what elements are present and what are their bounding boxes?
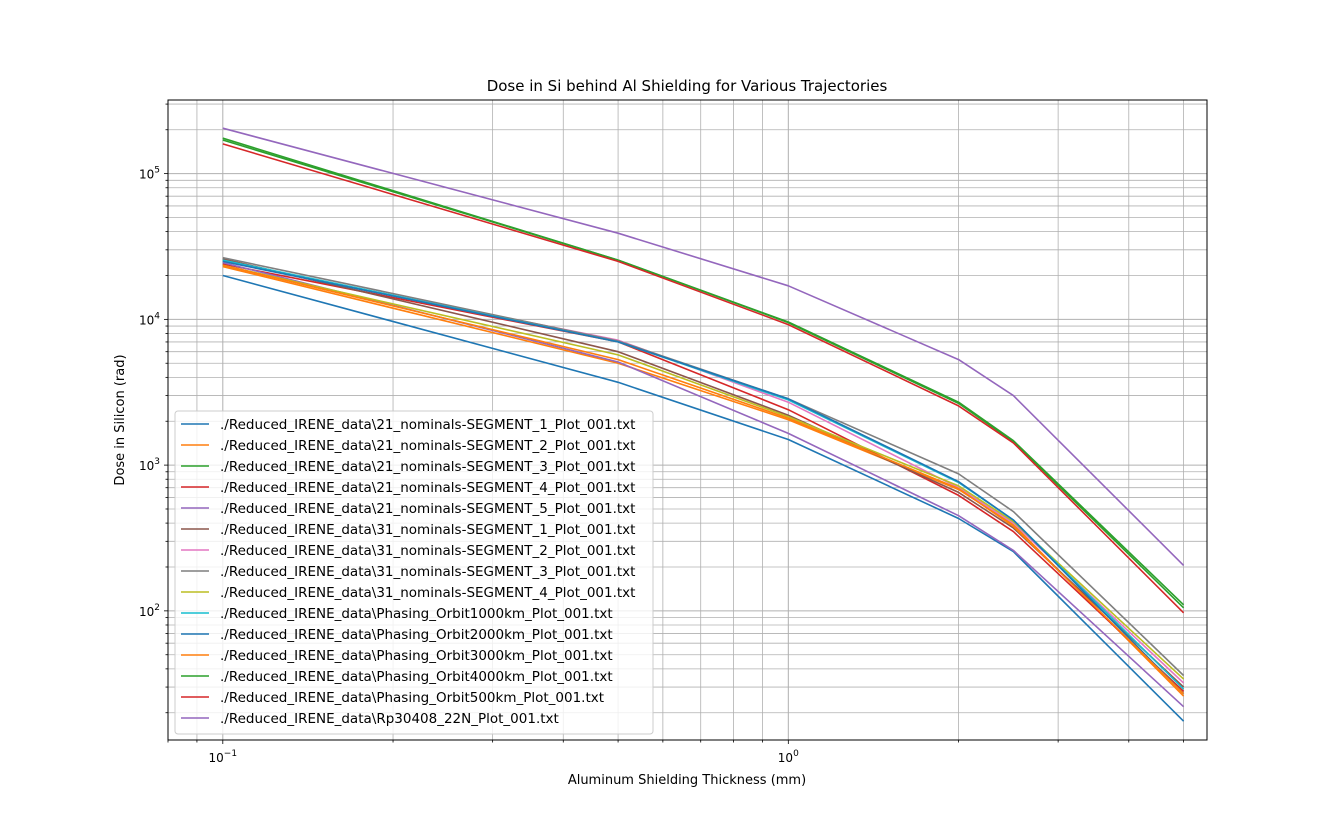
x-tick-label: 10−1 <box>209 749 238 765</box>
y-tick-label: 104 <box>139 311 160 327</box>
legend-label: ./Reduced_IRENE_data\31_nominals-SEGMENT… <box>220 585 635 601</box>
series-line-5 <box>222 261 1185 708</box>
ticks: 10−1 100 102 103 104 105 <box>139 103 1184 765</box>
series-line-13 <box>222 139 1185 609</box>
legend-label: ./Reduced_IRENE_data\31_nominals-SEGMENT… <box>220 522 635 538</box>
series-line-12 <box>222 264 1185 695</box>
legend-label: ./Reduced_IRENE_data\31_nominals-SEGMENT… <box>220 543 635 559</box>
series-line-15 <box>222 127 1185 566</box>
grid <box>167 100 1207 740</box>
legend-label: ./Reduced_IRENE_data\21_nominals-SEGMENT… <box>220 417 635 433</box>
legend-label: ./Reduced_IRENE_data\Phasing_Orbit1000km… <box>220 606 613 622</box>
legend-box <box>174 410 654 735</box>
legend-label: ./Reduced_IRENE_data\Phasing_Orbit4000km… <box>220 669 613 685</box>
legend-label: ./Reduced_IRENE_data\31_nominals-SEGMENT… <box>220 564 635 580</box>
legend-label: ./Reduced_IRENE_data\21_nominals-SEGMENT… <box>220 459 635 475</box>
series-line-8 <box>222 256 1185 677</box>
y-tick-label: 105 <box>139 166 160 182</box>
legend-label: ./Reduced_IRENE_data\21_nominals-SEGMENT… <box>220 438 635 454</box>
legend: ./Reduced_IRENE_data\21_nominals-SEGMENT… <box>174 410 654 735</box>
legend-label: ./Reduced_IRENE_data\21_nominals-SEGMENT… <box>220 501 635 517</box>
legend-label: ./Reduced_IRENE_data\Phasing_Orbit500km_… <box>220 690 604 706</box>
legend-label: ./Reduced_IRENE_data\Rp30408_22N_Plot_00… <box>220 711 559 727</box>
x-tick-label: 100 <box>778 749 799 765</box>
series-line-11 <box>222 260 1185 695</box>
series-layer <box>222 127 1185 722</box>
chart-title: Dose in Si behind Al Shielding for Vario… <box>487 77 888 95</box>
legend-label: ./Reduced_IRENE_data\Phasing_Orbit3000km… <box>220 648 613 664</box>
y-tick-label: 102 <box>139 603 160 619</box>
x-axis-label: Aluminum Shielding Thickness (mm) <box>568 773 806 788</box>
plot-frame <box>167 99 1208 741</box>
legend-label: ./Reduced_IRENE_data\21_nominals-SEGMENT… <box>220 480 635 496</box>
series-line-1 <box>222 274 1185 722</box>
series-line-14 <box>222 143 1185 614</box>
y-axis-label: Dose in Silicon (rad) <box>113 354 128 485</box>
legend-label: ./Reduced_IRENE_data\Phasing_Orbit2000km… <box>220 627 613 643</box>
y-tick-label: 103 <box>139 457 160 473</box>
